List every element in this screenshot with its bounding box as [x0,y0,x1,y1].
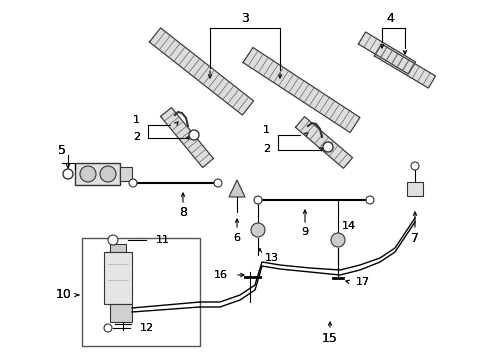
Text: 3: 3 [241,12,248,24]
Bar [110,304,132,322]
Circle shape [214,179,222,187]
Text: 11: 11 [156,235,170,245]
Text: 2: 2 [263,144,269,154]
Circle shape [104,324,112,332]
Text: 5: 5 [58,144,66,157]
Text: 16: 16 [214,270,227,280]
Bar [75,163,120,185]
Circle shape [63,169,73,179]
Bar [406,182,422,196]
Bar [120,167,132,181]
Polygon shape [228,180,244,197]
Text: 1: 1 [133,115,140,125]
Text: 2: 2 [263,144,269,154]
Text: 13: 13 [264,253,279,263]
Text: 6: 6 [233,233,240,243]
Polygon shape [358,32,415,74]
Text: 1: 1 [263,125,269,135]
Circle shape [323,142,332,152]
Circle shape [108,235,118,245]
Text: 4: 4 [385,12,393,24]
Polygon shape [295,117,352,168]
Text: 14: 14 [341,221,355,231]
Text: 17: 17 [355,277,369,287]
Text: 8: 8 [179,206,186,219]
Circle shape [80,166,96,182]
Text: 17: 17 [355,277,369,287]
Text: 10: 10 [56,288,72,302]
Bar [110,244,126,252]
Polygon shape [149,28,253,115]
Circle shape [250,223,264,237]
Circle shape [253,196,262,204]
Circle shape [365,196,373,204]
Text: 8: 8 [179,206,186,219]
Circle shape [129,179,137,187]
Text: 4: 4 [385,12,393,24]
Text: 1: 1 [263,125,269,135]
Text: 12: 12 [140,323,154,333]
Text: 13: 13 [264,253,279,263]
Text: 11: 11 [156,235,170,245]
Text: 7: 7 [410,231,418,244]
Text: 15: 15 [322,332,337,345]
Text: 1: 1 [133,115,140,125]
Text: 9: 9 [301,227,308,237]
Circle shape [189,130,199,140]
Text: 12: 12 [140,323,154,333]
Text: 15: 15 [322,332,337,345]
Text: 9: 9 [301,227,308,237]
Text: 16: 16 [214,270,227,280]
Circle shape [330,233,345,247]
Bar [82,238,200,346]
Polygon shape [243,48,359,132]
Polygon shape [374,44,435,88]
Text: 3: 3 [241,12,248,24]
Bar [104,252,132,304]
Text: 6: 6 [233,233,240,243]
Text: 2: 2 [133,132,140,142]
Text: 7: 7 [410,231,418,244]
Circle shape [100,166,116,182]
Circle shape [410,162,418,170]
Text: 10: 10 [56,288,72,302]
Polygon shape [160,108,213,167]
Text: 5: 5 [58,144,66,157]
Text: 2: 2 [133,132,140,142]
Text: 14: 14 [341,221,355,231]
